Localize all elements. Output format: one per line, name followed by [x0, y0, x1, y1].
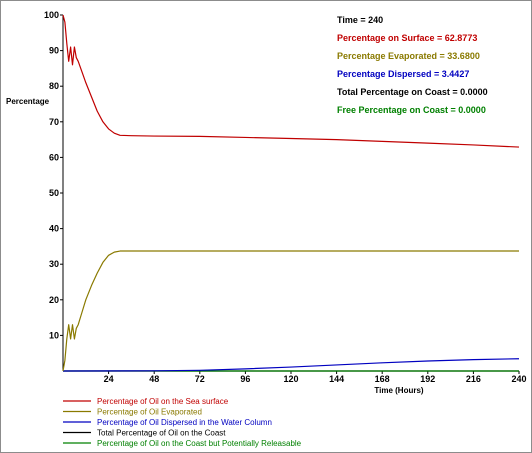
y-tick-label: 60 — [49, 152, 59, 162]
series-line-1 — [62, 250, 519, 372]
y-tick-label: 10 — [49, 330, 59, 340]
series-line-2 — [62, 358, 520, 372]
legend-entry: Total Percentage of Oil on the Coast — [97, 429, 226, 438]
y-tick-label: 90 — [49, 46, 59, 56]
x-tick-label: 48 — [149, 374, 159, 384]
y-tick-label: 100 — [44, 10, 59, 20]
readout-line: Percentage on Surface = 62.8773 — [337, 33, 477, 43]
y-tick-label: 80 — [49, 81, 59, 91]
series-lines — [62, 14, 520, 372]
legend-entry: Percentage of Oil Dispersed in the Water… — [97, 418, 272, 427]
readout-line: Percentage Dispersed = 3.4427 — [337, 69, 469, 79]
y-tick-label: 20 — [49, 295, 59, 305]
x-tick-label: 120 — [283, 374, 298, 384]
readout-line: Free Percentage on Coast = 0.0000 — [337, 105, 486, 115]
x-tick-label: 192 — [420, 374, 435, 384]
legend-entry: Percentage of Oil on the Sea surface — [97, 397, 229, 406]
legend-entry: Percentage of Oil on the Coast but Poten… — [97, 439, 302, 448]
y-tick-label: 70 — [49, 117, 59, 127]
x-tick-labels: 24 48 72 96 120 144 168 192 216 240 — [104, 371, 527, 384]
y-axis-label: Percentage — [6, 97, 50, 106]
readout-line: Total Percentage on Coast = 0.0000 — [337, 87, 488, 97]
x-tick-label: 216 — [466, 374, 481, 384]
x-tick-label: 168 — [375, 374, 390, 384]
legend: Percentage of Oil on the Sea surface Perc… — [63, 397, 302, 448]
readout-line: Percentage Evaporated = 33.6800 — [337, 51, 480, 61]
y-tick-label: 40 — [49, 224, 59, 234]
readout-line: Time = 240 — [337, 15, 383, 25]
x-tick-label: 240 — [511, 374, 526, 384]
y-tick-label: 50 — [49, 188, 59, 198]
value-readouts: Time = 240 Percentage on Surface = 62.877… — [337, 15, 488, 115]
x-axis-label: Time (Hours) — [374, 386, 424, 395]
x-tick-label: 72 — [195, 374, 205, 384]
x-tick-label: 96 — [240, 374, 250, 384]
series-line-0 — [62, 14, 520, 148]
x-tick-label: 144 — [329, 374, 344, 384]
x-tick-label: 24 — [104, 374, 114, 384]
y-tick-label: 30 — [49, 259, 59, 269]
legend-entry: Percentage of Oil Evaporated — [97, 408, 202, 417]
y-tick-labels: 10 20 30 40 50 60 70 80 90 100 — [44, 10, 63, 340]
